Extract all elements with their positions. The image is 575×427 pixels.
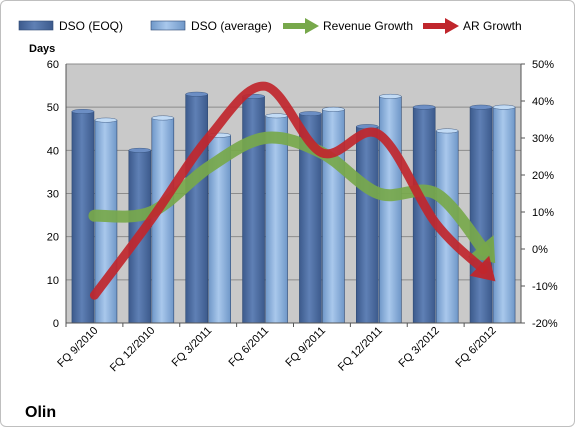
y-tick-label: 50: [47, 102, 59, 114]
x-tick-label: FQ 9/2010: [55, 325, 100, 370]
y2-tick-label: 0%: [532, 244, 548, 256]
legend-label-dso-average-: DSO (average): [191, 19, 272, 33]
y-tick-label: 10: [47, 275, 59, 287]
bar-dso-average: [379, 96, 402, 324]
bar-top: [151, 115, 175, 121]
y2-tick-label: 30%: [532, 133, 554, 145]
ar-growth-line: [89, 81, 488, 300]
legend-arrow-ar-growth: [445, 18, 459, 34]
growth-lines: [88, 81, 496, 300]
x-tick-label: FQ 3/2011: [170, 325, 215, 370]
x-tick-label: FQ 12/2011: [336, 325, 385, 374]
y2-tick-label: 20%: [532, 170, 554, 182]
bar-top: [94, 117, 118, 123]
bar-dso-average: [265, 115, 288, 324]
y-tick-label: 20: [47, 232, 59, 244]
company-name: Olin: [25, 404, 56, 421]
bar-top: [379, 93, 402, 99]
bar-top: [412, 104, 436, 110]
bar-dso-eoq: [356, 126, 379, 324]
y2-tick-label: 50%: [532, 59, 554, 71]
bar-dso-average: [322, 109, 345, 324]
bar-dso-eoq: [469, 106, 493, 324]
y-axis-title: Days: [29, 43, 55, 55]
x-tick-label: FQ 6/2011: [227, 325, 272, 370]
bar-dso-eoq: [242, 96, 265, 324]
x-tick-label: FQ 12/2010: [108, 325, 158, 375]
bar-top: [435, 128, 459, 134]
x-tick-label: FQ 9/2011: [283, 325, 328, 370]
ar-growth-arrowhead: [469, 255, 496, 282]
legend-arrow-revenue-growth: [305, 18, 319, 34]
legend-swatch-dso-eoq-: [18, 20, 54, 31]
bar-top: [185, 91, 208, 97]
y-tick-label: 40: [47, 145, 59, 157]
bar-top: [128, 147, 152, 153]
bar-top: [265, 113, 288, 119]
y2-tick-label: 10%: [532, 207, 554, 219]
legend-swatch-dso-average-: [150, 20, 186, 31]
legend-label-revenue-growth: Revenue Growth: [323, 19, 413, 33]
bar-top: [469, 104, 493, 110]
bar-dso-average: [492, 106, 516, 324]
y-tick-label: 30: [47, 189, 59, 201]
bar-top: [322, 106, 345, 112]
bar-top: [71, 109, 95, 114]
y-tick-label: 60: [47, 59, 59, 71]
legend-label-dso-eoq-: DSO (EOQ): [59, 19, 123, 33]
legend-label-ar-growth: AR Growth: [463, 19, 522, 33]
y-tick-label: 0: [53, 318, 59, 330]
bar-top: [299, 111, 322, 117]
bar-top: [492, 104, 516, 110]
x-tick-label: FQ 3/2012: [397, 325, 442, 370]
y2-tick-label: -20%: [532, 318, 558, 330]
y2-tick-label: 40%: [532, 96, 554, 108]
legend: DSO (EOQ) DSO (average) Revenue Growth AR G…: [18, 18, 522, 34]
x-tick-label: FQ 6/2012: [453, 325, 498, 370]
y2-tick-label: -10%: [532, 281, 558, 293]
bar-dso-eoq: [185, 93, 208, 324]
